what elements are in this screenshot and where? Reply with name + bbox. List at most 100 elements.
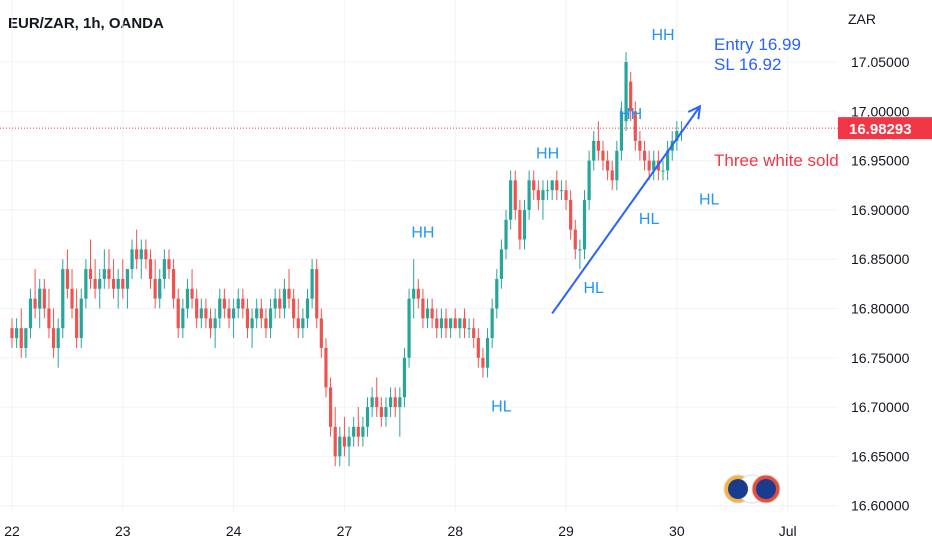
candle-body [652, 160, 656, 171]
candle [259, 298, 263, 329]
candle-body [24, 328, 28, 348]
candle [605, 150, 610, 181]
candle-body [559, 190, 564, 192]
candle-body [158, 278, 162, 299]
candle-body [370, 397, 374, 408]
candle [324, 338, 328, 398]
candle-body [453, 318, 457, 329]
candle [28, 288, 33, 339]
pattern-label: HL [639, 211, 660, 228]
candle-body [504, 219, 508, 250]
candle [412, 259, 416, 319]
candle-body [379, 407, 383, 417]
candle-body [264, 318, 268, 329]
candle-body [333, 426, 337, 457]
candle [666, 140, 670, 181]
candle [121, 259, 125, 299]
candle [532, 170, 536, 201]
pattern-text: Three white soldiers [714, 151, 866, 170]
time-tick-label: 22 [4, 523, 20, 539]
candle [361, 416, 365, 447]
candle-body [324, 347, 328, 388]
candles [10, 52, 684, 467]
candle-body [490, 308, 494, 339]
candle [24, 328, 28, 358]
price-tick-label: 16.90000 [851, 202, 910, 218]
candle [199, 298, 203, 329]
candle-body [296, 318, 300, 329]
candle [139, 239, 143, 279]
price-tick-label: 16.80000 [851, 301, 910, 317]
candle [587, 150, 591, 210]
last-price-bg [838, 117, 932, 140]
candle [195, 288, 199, 329]
candle-body [176, 298, 180, 329]
price-axis[interactable]: ZAR 17.05000 17.00000 16.95000 16.90000 16.85… [838, 0, 932, 550]
candle-body [47, 308, 51, 329]
candle-body [416, 288, 420, 299]
candle-body [278, 298, 282, 309]
candle [545, 180, 550, 201]
candle [379, 397, 383, 427]
candle-body [19, 328, 23, 348]
candle-body [365, 407, 370, 427]
candle [19, 308, 23, 358]
candle [624, 52, 628, 132]
candle-body [144, 249, 148, 260]
candle-body [61, 269, 65, 329]
candle [61, 259, 65, 339]
candle-body [619, 111, 624, 151]
candle-body [121, 278, 125, 289]
candle [444, 308, 448, 339]
candle-body [522, 209, 527, 240]
candle-body [287, 288, 291, 299]
candle-body [647, 160, 651, 171]
candle-body [605, 160, 610, 171]
pattern-label: HH [619, 106, 642, 123]
candle [190, 269, 194, 309]
candle [65, 249, 70, 299]
candle [125, 269, 130, 309]
price-tick-label: 16.75000 [851, 350, 910, 366]
sl-text: SL 16.92 [714, 55, 781, 74]
candle [416, 278, 420, 309]
logo-icon [723, 474, 781, 504]
candle-body [148, 259, 153, 279]
candle-body [518, 209, 522, 240]
candle [185, 278, 190, 319]
candle [245, 298, 250, 339]
candle [342, 416, 347, 457]
trend-arrow-line [551, 105, 701, 315]
candle [439, 308, 443, 339]
candle-body [347, 436, 351, 447]
candle-body [476, 338, 480, 358]
price-tick-label: 16.70000 [851, 399, 910, 415]
candle [264, 308, 268, 339]
candle [213, 308, 217, 348]
candle-body [582, 200, 587, 250]
candle-body [388, 397, 393, 408]
candle-body [638, 140, 642, 151]
candle [522, 200, 527, 250]
candle-body [33, 298, 37, 309]
candle-body [273, 298, 277, 309]
candle [282, 278, 287, 319]
candle-body [472, 328, 476, 339]
candle [619, 101, 624, 161]
time-tick-label: 23 [115, 523, 131, 539]
candle [462, 308, 467, 339]
candle [181, 298, 185, 339]
price-tick-label: 16.65000 [851, 448, 910, 464]
candle [347, 426, 351, 467]
candle [402, 347, 407, 408]
candle [176, 288, 180, 339]
candle [384, 397, 388, 427]
candle [255, 298, 259, 329]
time-axis[interactable]: 22 23 24 27 28 29 30 Jul [0, 512, 838, 550]
candle [144, 239, 148, 270]
candle-body [310, 269, 314, 299]
candle-body [439, 318, 443, 329]
candle-body [421, 298, 425, 319]
pattern-label: HH [651, 27, 674, 44]
